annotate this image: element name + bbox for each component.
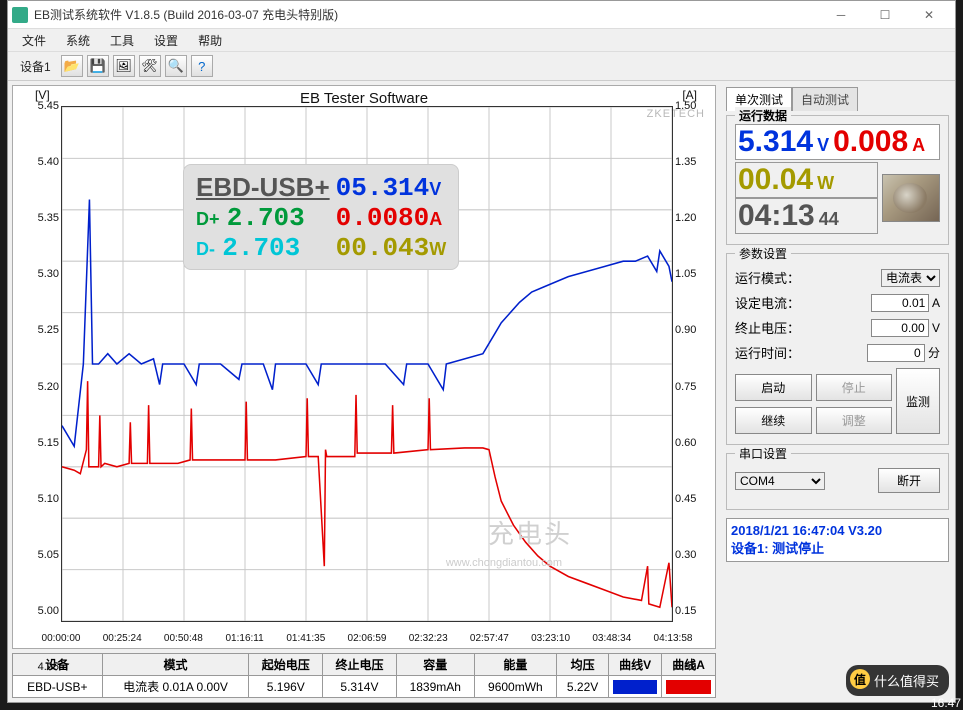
chart-overlay: EBD-USB+ 05.314V D+ 2.703 0.0080A D- 2.7… xyxy=(183,164,459,270)
monitor-button[interactable]: 监测 xyxy=(896,368,940,434)
status-timestamp: 2018/1/21 16:47:04 V3.20 xyxy=(731,523,944,538)
mode-select[interactable]: 电流表 xyxy=(881,269,940,287)
titlebar: EB测试系统软件 V1.8.5 (Build 2016-03-07 充电头特别版… xyxy=(8,1,955,29)
minimize-button[interactable]: ─ xyxy=(819,1,863,29)
serial-panel: 串口设置 COM4 断开 xyxy=(726,453,949,510)
menu-file[interactable]: 文件 xyxy=(12,30,56,51)
rp-power: 00.04 xyxy=(738,163,813,197)
serial-legend: 串口设置 xyxy=(735,445,791,462)
ov-voltage-unit: V xyxy=(429,179,441,199)
running-legend: 运行数据 xyxy=(735,107,791,124)
run-time-input[interactable] xyxy=(867,344,925,362)
tools-icon[interactable]: 🛠 xyxy=(139,55,161,77)
menu-settings[interactable]: 设置 xyxy=(144,30,188,51)
app-window: EB测试系统软件 V1.8.5 (Build 2016-03-07 充电头特别版… xyxy=(7,0,956,703)
menu-help[interactable]: 帮助 xyxy=(188,30,232,51)
close-button[interactable]: ✕ xyxy=(907,1,951,29)
ov-voltage: 05.314 xyxy=(336,173,430,203)
menubar: 文件 系统 工具 设置 帮助 xyxy=(8,29,955,51)
app-icon xyxy=(12,7,28,23)
status-line: 设备1: 测试停止 xyxy=(731,538,944,557)
running-data-panel: 运行数据 5.314V 0.008A 00.04W 04:1344 xyxy=(726,115,949,245)
toolbar-tab[interactable]: 设备1 xyxy=(14,56,57,77)
table-header: 曲线V xyxy=(609,654,662,676)
maximize-button[interactable]: ☐ xyxy=(863,1,907,29)
disconnect-button[interactable]: 断开 xyxy=(878,468,940,493)
image-icon[interactable]: 🖼 xyxy=(113,55,135,77)
table-header: 能量 xyxy=(474,654,556,676)
rp-time-sec: 44 xyxy=(819,209,839,230)
rp-time: 04:13 xyxy=(738,199,815,233)
save-icon[interactable]: 💾 xyxy=(87,55,109,77)
start-button[interactable]: 启动 xyxy=(735,374,812,401)
menu-system[interactable]: 系统 xyxy=(56,30,100,51)
tab-auto[interactable]: 自动测试 xyxy=(792,87,858,111)
end-voltage-input[interactable] xyxy=(871,319,929,337)
search-icon[interactable]: 🔍 xyxy=(165,55,187,77)
com-port-select[interactable]: COM4 xyxy=(735,472,825,490)
params-legend: 参数设置 xyxy=(735,245,791,262)
ov-current-unit: A xyxy=(429,209,442,229)
open-icon[interactable]: 📂 xyxy=(61,55,83,77)
ov-dminus: 2.703 xyxy=(222,233,300,263)
ov-device: EBD-USB+ xyxy=(194,173,332,201)
table-header: 模式 xyxy=(102,654,249,676)
table-header: 起始电压 xyxy=(249,654,323,676)
ov-dplus: 2.703 xyxy=(227,203,305,233)
help-icon[interactable]: ? xyxy=(191,55,213,77)
smzdm-badge: 什么值得买 xyxy=(846,665,949,696)
set-current-input[interactable] xyxy=(871,294,929,312)
params-panel: 参数设置 运行模式： 电流表 设定电流： A 终止电压： V 运行时间： 分 启… xyxy=(726,253,949,445)
ov-power: 00.043 xyxy=(336,233,430,263)
continue-button[interactable]: 继续 xyxy=(735,407,812,434)
toolbar: 设备1 📂 💾 🖼 🛠 🔍 ? xyxy=(8,51,955,81)
thumbnail-image xyxy=(882,174,940,222)
ov-power-unit: W xyxy=(429,239,446,259)
ov-current: 0.0080 xyxy=(336,203,430,233)
window-title: EB测试系统软件 V1.8.5 (Build 2016-03-07 充电头特别版… xyxy=(34,6,819,23)
stop-button[interactable]: 停止 xyxy=(816,374,893,401)
rp-current: 0.008 xyxy=(833,125,908,159)
chart-title: EB Tester Software xyxy=(300,90,428,107)
rp-voltage: 5.314 xyxy=(738,125,813,159)
taskbar-time: 16:47 xyxy=(931,696,961,710)
status-box: 2018/1/21 16:47:04 V3.20 设备1: 测试停止 xyxy=(726,518,949,562)
adjust-button[interactable]: 调整 xyxy=(816,407,893,434)
table-header: 均压 xyxy=(557,654,609,676)
table-header: 终止电压 xyxy=(323,654,397,676)
chart: [V] EB Tester Software [A] ZKETECH 充电头 w… xyxy=(12,85,716,649)
menu-tools[interactable]: 工具 xyxy=(100,30,144,51)
table-header: 容量 xyxy=(396,654,474,676)
data-table: 设备模式起始电压终止电压容量能量均压曲线V曲线A EBD-USB+电流表 0.0… xyxy=(12,653,716,698)
